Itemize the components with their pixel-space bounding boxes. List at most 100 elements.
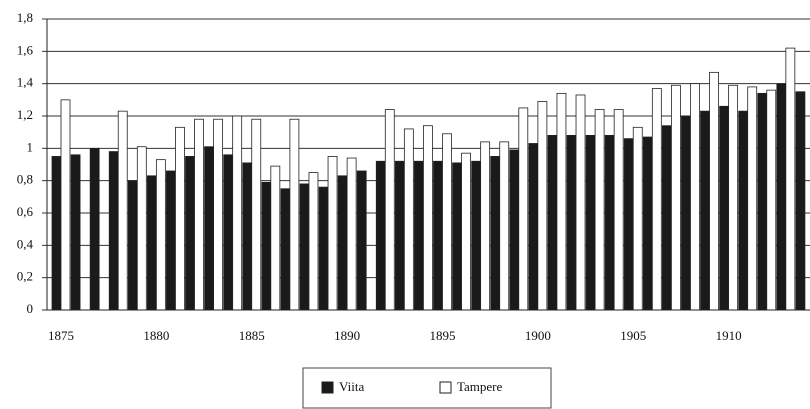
bar bbox=[700, 110, 710, 311]
bar bbox=[528, 143, 539, 311]
bar bbox=[556, 92, 567, 311]
x-tick-label: 1900 bbox=[525, 328, 551, 343]
bar bbox=[242, 162, 253, 311]
x-tick-label: 1905 bbox=[620, 328, 646, 343]
bar bbox=[613, 109, 624, 311]
bar bbox=[414, 160, 424, 311]
bar bbox=[747, 86, 758, 311]
bar bbox=[642, 136, 653, 311]
bar bbox=[690, 83, 700, 311]
bar bbox=[223, 154, 234, 311]
bar bbox=[490, 156, 501, 311]
bar bbox=[738, 110, 749, 311]
bar bbox=[442, 133, 452, 311]
bar bbox=[299, 183, 310, 311]
y-tick-label: 1,6 bbox=[17, 42, 34, 57]
legend-swatch bbox=[439, 381, 452, 394]
bar bbox=[308, 172, 319, 311]
bar bbox=[423, 125, 433, 311]
bar bbox=[480, 141, 491, 311]
x-tick-label: 1895 bbox=[430, 328, 456, 343]
bar bbox=[452, 162, 462, 311]
bar bbox=[585, 134, 596, 311]
bar bbox=[213, 118, 224, 311]
bar bbox=[547, 134, 558, 311]
bar bbox=[175, 126, 185, 311]
bar bbox=[566, 134, 577, 311]
bar bbox=[337, 175, 348, 311]
bar bbox=[795, 91, 806, 311]
y-tick-label: 1,2 bbox=[17, 107, 33, 122]
bar bbox=[632, 126, 643, 311]
bar bbox=[166, 170, 176, 311]
bar bbox=[327, 156, 338, 311]
bar bbox=[375, 160, 386, 311]
bar bbox=[766, 89, 777, 311]
y-tick-label: 0 bbox=[27, 301, 34, 316]
bar bbox=[185, 156, 195, 311]
bar bbox=[270, 165, 281, 311]
y-tick-label: 0,6 bbox=[17, 204, 34, 219]
bar bbox=[384, 109, 395, 311]
bar bbox=[194, 118, 204, 311]
y-tick-label: 0,8 bbox=[17, 172, 33, 187]
bar bbox=[155, 159, 166, 311]
y-tick-label: 1 bbox=[27, 139, 34, 154]
bar bbox=[623, 138, 634, 311]
legend-label: Tampere bbox=[457, 379, 503, 394]
bar bbox=[518, 107, 529, 311]
bar bbox=[89, 147, 100, 311]
bar bbox=[537, 101, 548, 311]
bar bbox=[261, 181, 272, 311]
bar bbox=[251, 118, 262, 311]
x-tick-label: 1890 bbox=[334, 328, 360, 343]
bar bbox=[232, 115, 243, 311]
bar bbox=[394, 160, 405, 311]
bar bbox=[728, 84, 739, 311]
bar bbox=[509, 149, 520, 311]
x-tick-label: 1875 bbox=[48, 328, 74, 343]
bar bbox=[70, 154, 81, 311]
bar bbox=[594, 109, 605, 311]
y-tick-label: 0,2 bbox=[17, 269, 33, 284]
bar bbox=[51, 156, 62, 311]
bar bbox=[499, 141, 510, 311]
bar bbox=[461, 152, 471, 311]
bar bbox=[127, 180, 138, 311]
bar bbox=[108, 151, 119, 311]
bar bbox=[709, 71, 719, 311]
y-tick-label: 1,4 bbox=[17, 75, 34, 90]
bar bbox=[280, 188, 291, 311]
bar bbox=[204, 146, 215, 311]
legend-label: Viita bbox=[339, 379, 364, 394]
x-tick-label: 1880 bbox=[143, 328, 169, 343]
bar bbox=[289, 118, 300, 311]
bar bbox=[681, 115, 691, 311]
bar bbox=[651, 88, 662, 311]
bar bbox=[60, 99, 71, 311]
bar bbox=[318, 186, 329, 311]
legend-box bbox=[302, 367, 552, 409]
y-tick-label: 0,4 bbox=[17, 236, 34, 251]
x-tick-label: 1885 bbox=[239, 328, 265, 343]
bar bbox=[671, 84, 681, 311]
bar bbox=[136, 146, 147, 311]
bar bbox=[785, 47, 796, 311]
bar bbox=[117, 110, 128, 311]
bar bbox=[403, 128, 414, 311]
bar bbox=[575, 94, 586, 311]
y-tick-label: 1,8 bbox=[17, 10, 33, 25]
bar bbox=[471, 160, 482, 311]
bar bbox=[719, 105, 730, 311]
bar bbox=[604, 134, 615, 311]
legend-swatch bbox=[321, 381, 334, 394]
bar bbox=[433, 160, 443, 311]
bar bbox=[757, 92, 768, 311]
bar bbox=[776, 83, 787, 311]
bar bbox=[662, 125, 672, 311]
bar bbox=[346, 157, 357, 311]
bar bbox=[356, 170, 367, 311]
bar bbox=[146, 175, 157, 311]
x-tick-label: 1910 bbox=[716, 328, 742, 343]
